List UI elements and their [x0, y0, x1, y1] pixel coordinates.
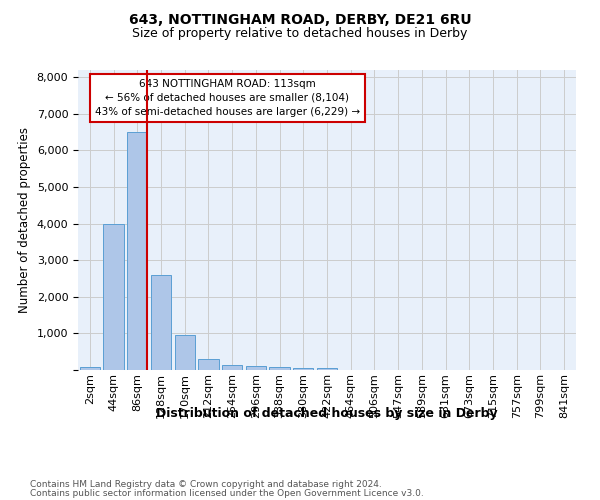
- Text: 643, NOTTINGHAM ROAD, DERBY, DE21 6RU: 643, NOTTINGHAM ROAD, DERBY, DE21 6RU: [128, 12, 472, 26]
- Bar: [103, 224, 124, 370]
- Bar: [80, 368, 100, 370]
- Bar: [317, 368, 337, 370]
- Bar: [222, 365, 242, 370]
- Bar: [293, 368, 313, 370]
- Bar: [199, 360, 218, 370]
- Bar: [269, 368, 290, 370]
- Text: 643 NOTTINGHAM ROAD: 113sqm
← 56% of detached houses are smaller (8,104)
43% of : 643 NOTTINGHAM ROAD: 113sqm ← 56% of det…: [95, 79, 360, 117]
- Text: Contains public sector information licensed under the Open Government Licence v3: Contains public sector information licen…: [30, 488, 424, 498]
- Text: Contains HM Land Registry data © Crown copyright and database right 2024.: Contains HM Land Registry data © Crown c…: [30, 480, 382, 489]
- Bar: [151, 275, 171, 370]
- Y-axis label: Number of detached properties: Number of detached properties: [18, 127, 31, 313]
- Bar: [175, 335, 195, 370]
- Bar: [246, 366, 266, 370]
- Text: Size of property relative to detached houses in Derby: Size of property relative to detached ho…: [133, 28, 467, 40]
- Text: Distribution of detached houses by size in Derby: Distribution of detached houses by size …: [156, 408, 498, 420]
- Bar: [127, 132, 148, 370]
